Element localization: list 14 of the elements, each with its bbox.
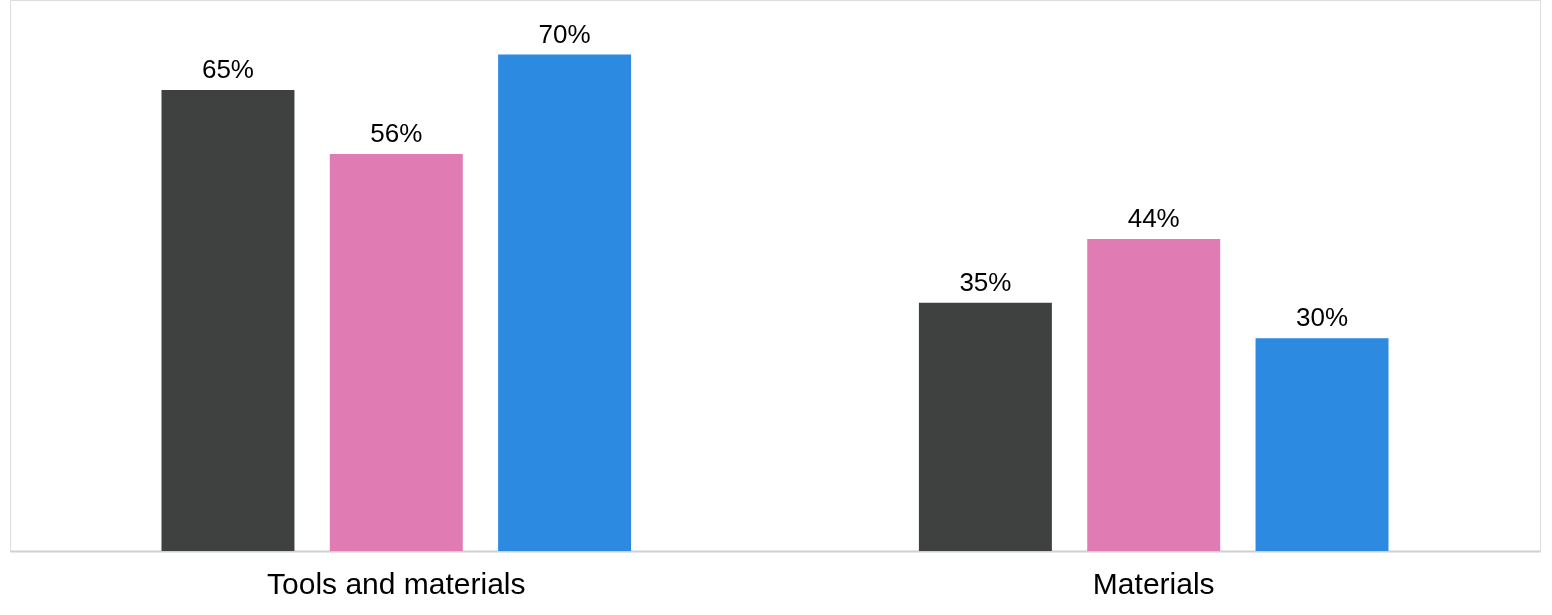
bar: [161, 90, 295, 551]
data-label: 44%: [1127, 202, 1180, 233]
x-tick-label: Tools and materials: [267, 566, 526, 600]
data-label: 35%: [959, 266, 1012, 297]
bar: [918, 302, 1052, 551]
data-label: 56%: [370, 117, 423, 148]
x-tick-label: Materials: [1092, 566, 1215, 600]
bar: [1255, 338, 1389, 551]
data-label: 65%: [201, 54, 254, 85]
bar: [498, 54, 632, 551]
data-label: 30%: [1296, 302, 1349, 333]
bar: [1087, 238, 1221, 551]
bar: [329, 153, 463, 551]
data-label: 70%: [538, 18, 591, 49]
